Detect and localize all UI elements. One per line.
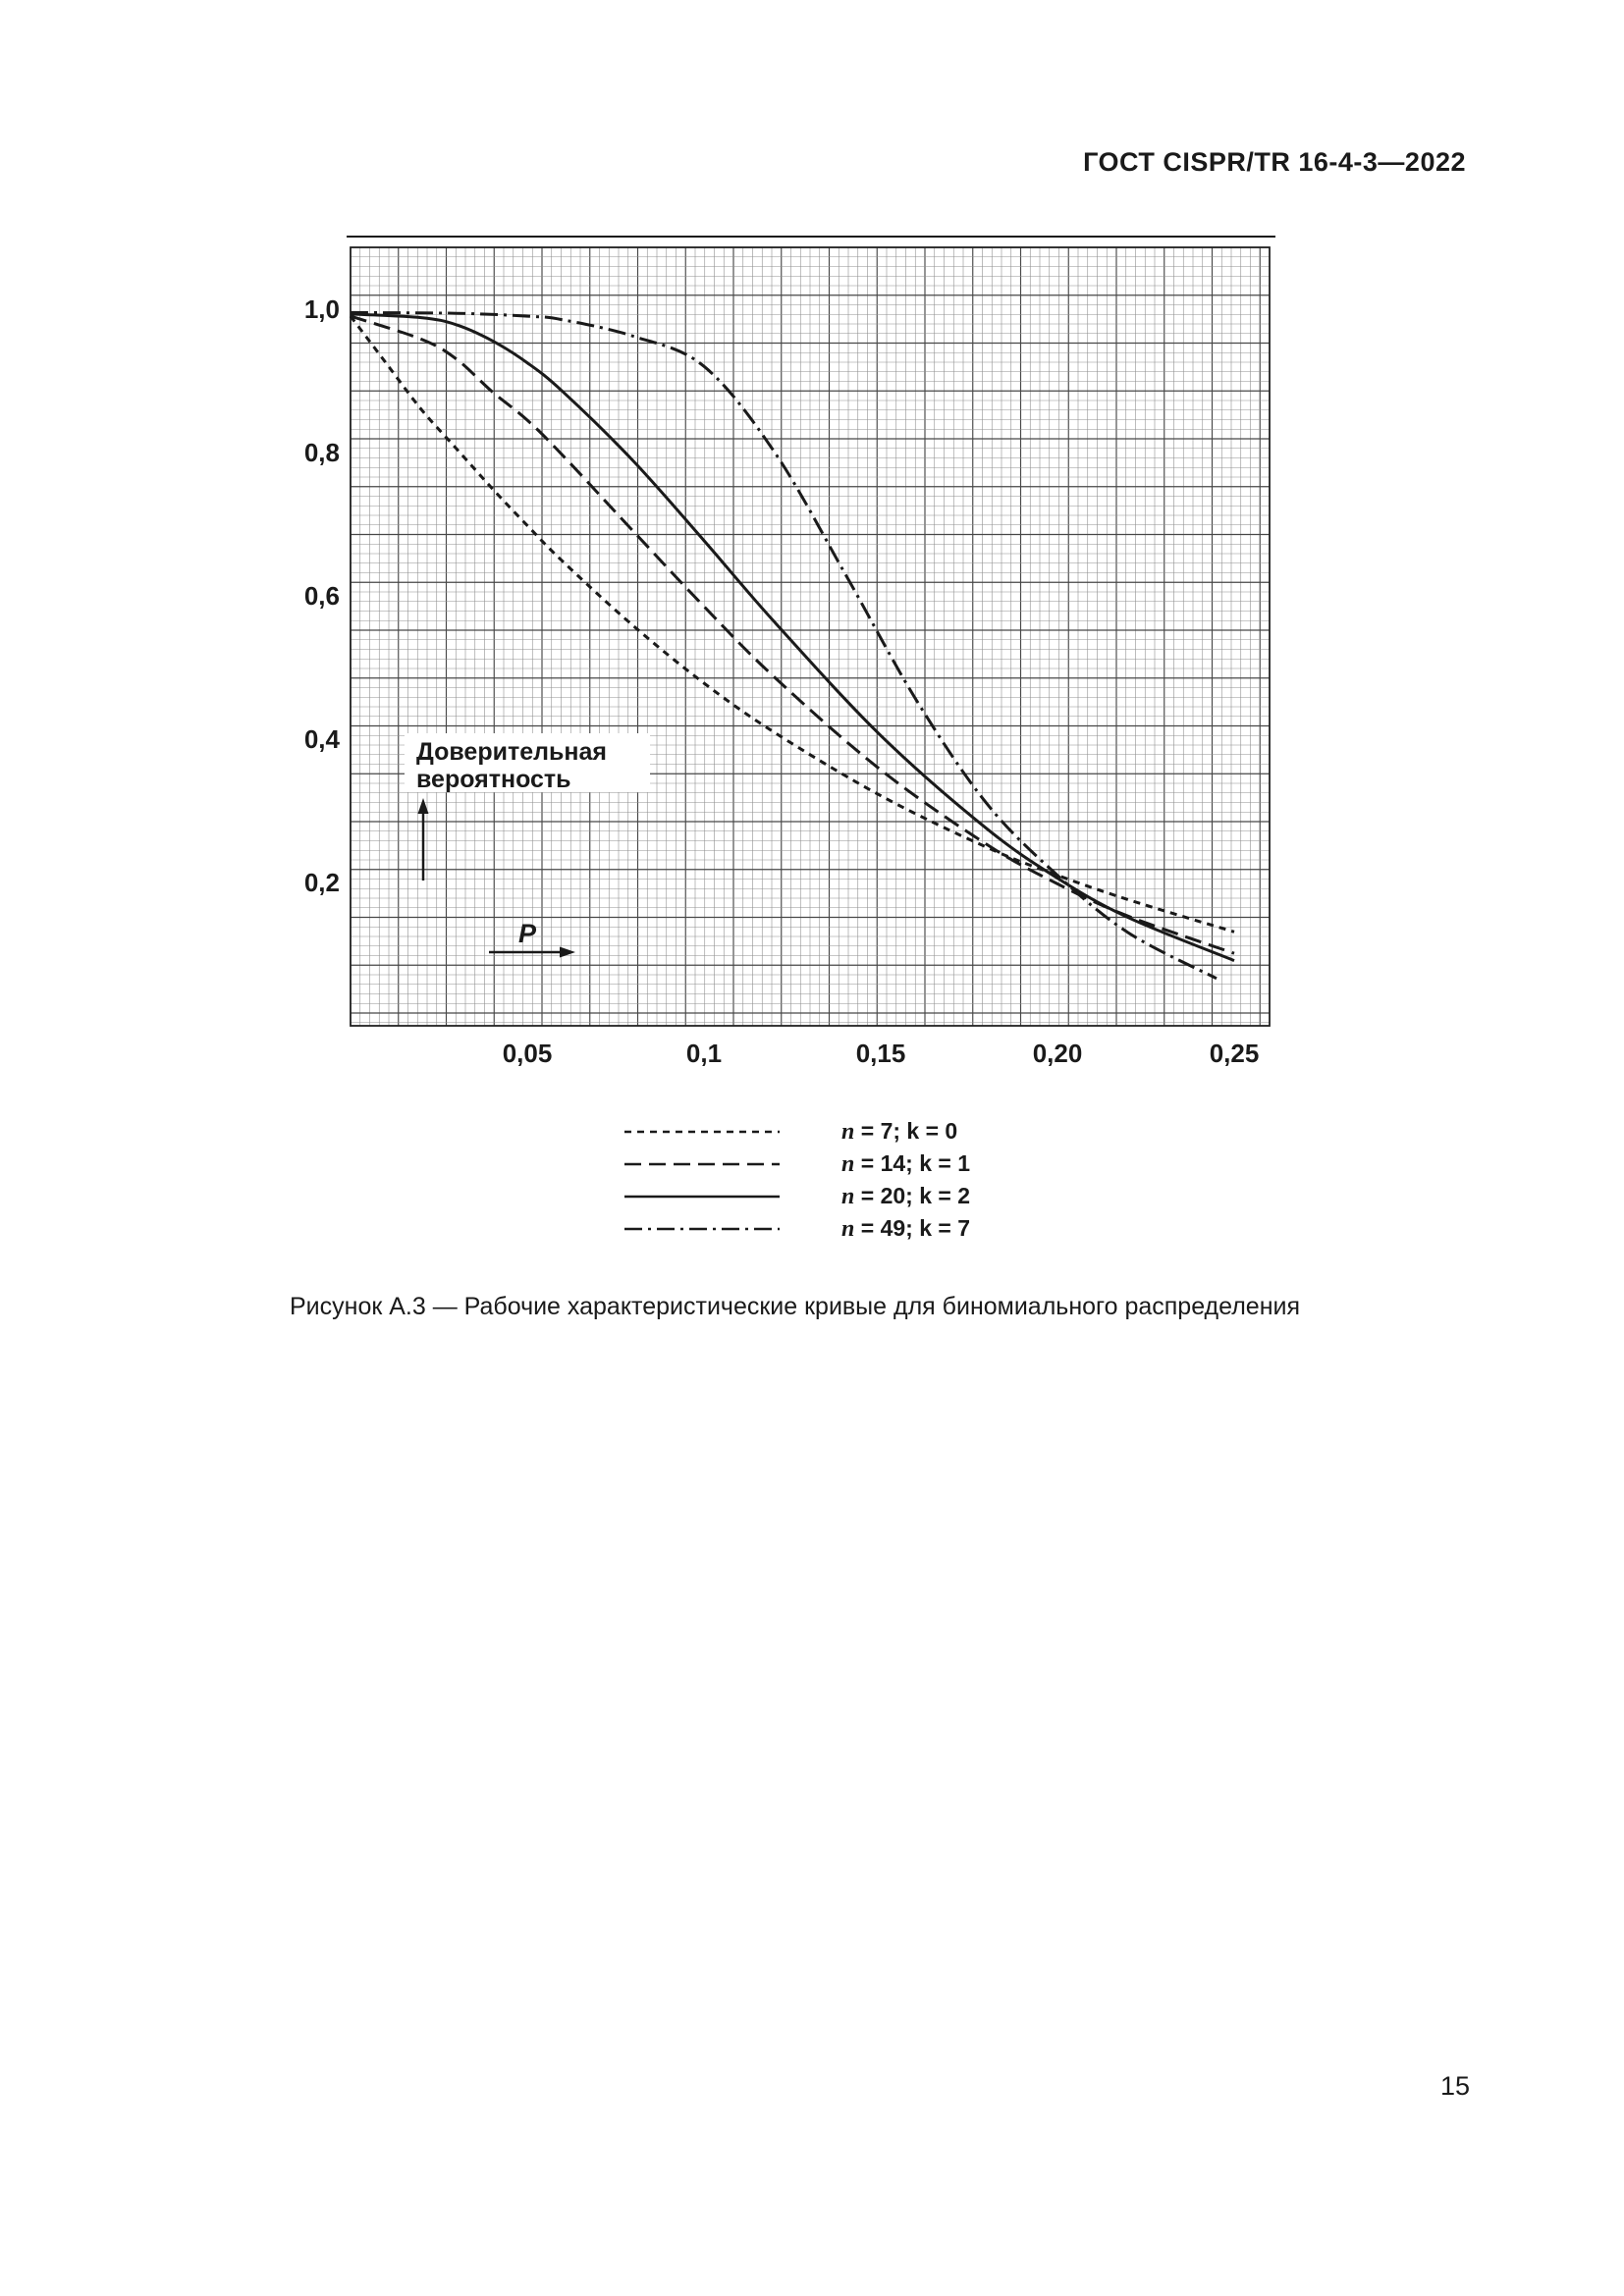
legend-item-n7-k0: n = 7; k = 0 <box>623 1115 970 1148</box>
x-tick-label: 0,15 <box>856 1039 906 1068</box>
legend-item-n20-k2: n = 20; k = 2 <box>623 1180 970 1212</box>
x-tick-label: 0,20 <box>1033 1039 1083 1068</box>
document-header: ГОСТ CISPR/TR 16-4-3—2022 <box>1083 147 1466 177</box>
legend-label: n = 49; k = 7 <box>841 1214 970 1242</box>
curve-n14-k1 <box>350 314 1235 955</box>
p-axis-label: P <box>518 919 537 948</box>
curve-n7-k0 <box>349 315 1235 934</box>
legend-line-sample-solid <box>624 1195 780 1198</box>
legend-label: n = 20; k = 2 <box>841 1182 970 1209</box>
legend-item-n14-k1: n = 14; k = 1 <box>623 1148 970 1180</box>
chart-curves <box>349 310 1235 981</box>
y-tick-label: 0,6 <box>304 581 340 611</box>
x-tick-label: 0,1 <box>686 1039 722 1068</box>
legend-label: n = 14; k = 1 <box>841 1149 970 1177</box>
curve-n20-k2 <box>350 312 1235 962</box>
page-number: 15 <box>1439 2071 1470 2101</box>
chart-legend: n = 7; k = 0 n = 14; k = 1 n = 20; k = 2… <box>623 1115 970 1245</box>
axis-tick-labels: 1,0 0,8 0,6 0,4 0,2 0,05 0,1 0,15 0,20 0,25 <box>304 294 1259 1068</box>
y-tick-label: 0,8 <box>304 438 340 467</box>
curve-n49-k7 <box>350 310 1218 981</box>
legend-line-sample-dash-dot <box>624 1227 780 1230</box>
legend-label: n = 7; k = 0 <box>841 1117 958 1145</box>
y-tick-label: 0,4 <box>304 724 341 754</box>
legend-line-sample-short-dash <box>624 1130 780 1133</box>
annotation-box <box>405 733 650 792</box>
y-tick-label: 1,0 <box>304 294 340 324</box>
up-arrow-head <box>417 798 429 814</box>
legend-item-n49-k7: n = 49; k = 7 <box>623 1212 970 1245</box>
y-tick-label: 0,2 <box>304 868 340 897</box>
annotation-line2: вероятность <box>416 766 571 793</box>
plot-frame <box>350 246 1271 1027</box>
figure-caption: Рисунок А.3 — Рабочие характеристические… <box>290 1293 1301 1320</box>
chart-grid <box>350 246 1271 1026</box>
legend-line-sample-long-dash <box>624 1162 780 1165</box>
x-tick-label: 0,25 <box>1210 1039 1260 1068</box>
right-arrow-head <box>560 946 575 958</box>
x-tick-label: 0,05 <box>503 1039 553 1068</box>
annotation-line1: Доверительная <box>416 738 607 766</box>
